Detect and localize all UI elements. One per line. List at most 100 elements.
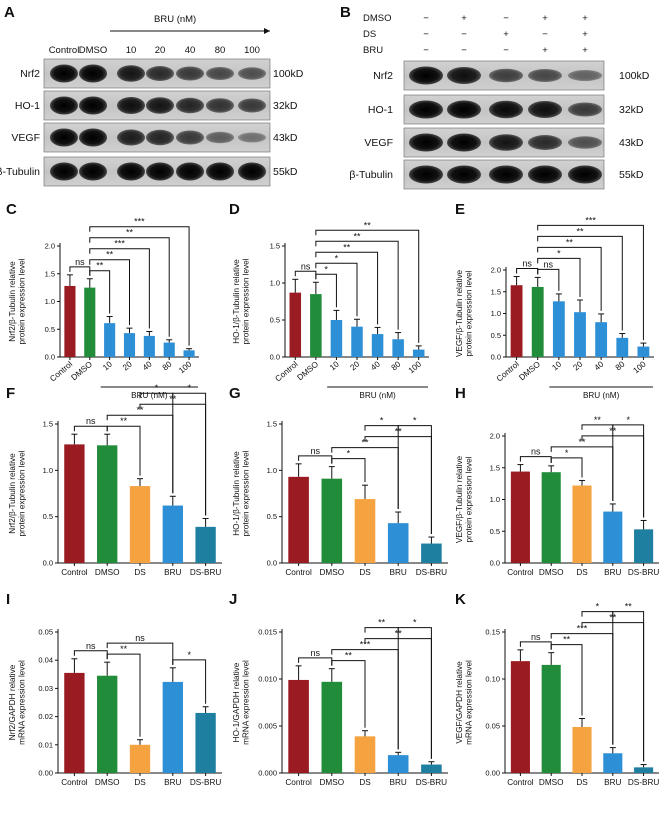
y-axis-label: HO-1/β-Tubulin relativeprotein expressio…: [232, 450, 251, 536]
bar: [195, 712, 216, 773]
significance-bracket: [315, 273, 337, 308]
bar: [371, 334, 384, 357]
category-label: BRU: [164, 568, 181, 577]
significance-label: **: [136, 405, 144, 415]
significance-label: **: [361, 438, 369, 448]
y-tick-label: 1.5: [267, 420, 277, 429]
bar: [510, 661, 530, 773]
significance-label: *: [187, 650, 191, 660]
y-tick-label: 1.0: [43, 466, 53, 475]
significance-bracket: [315, 262, 358, 317]
significance-bracket: [537, 224, 644, 341]
y-tick-label: 1.5: [43, 420, 53, 429]
protein-label: HO-1: [15, 100, 40, 112]
significance-label: ns: [86, 641, 96, 651]
significance-label: ***: [577, 624, 588, 634]
y-axis-label-line: mRNA expression level: [465, 660, 474, 745]
y-axis-label: Nrf2/β-Tubulin relativeprotein expressio…: [8, 450, 27, 536]
category-label: BRU: [164, 778, 181, 787]
bar: [183, 350, 195, 357]
bar: [64, 672, 85, 773]
significance-bracket: [516, 268, 539, 275]
y-axis-label: VEGF/GAPDH relativemRNA expression level: [455, 660, 474, 745]
size-label: 55kD: [619, 169, 644, 181]
significance-label: *: [413, 416, 417, 426]
category-label: Control: [48, 360, 74, 384]
category-label: DS-BRU: [190, 778, 221, 787]
category-label: BRU: [604, 778, 621, 787]
bar: [123, 333, 136, 357]
group-label: BRU (nM): [131, 391, 168, 400]
significance-bracket: [298, 455, 333, 464]
blot-band: [238, 132, 266, 143]
y-tick-label: 1.0: [45, 297, 55, 306]
condition-sign: −: [423, 29, 429, 40]
category-label: DMSO: [69, 360, 94, 383]
bar: [616, 337, 629, 357]
blot-band: [568, 136, 602, 149]
y-tick-label: 0.015: [258, 628, 277, 637]
significance-label: *: [380, 416, 384, 426]
bar: [541, 664, 561, 773]
category-label: DS-BRU: [416, 568, 447, 577]
significance-label: ns: [310, 446, 320, 456]
category-label: DMSO: [95, 568, 120, 577]
y-tick-label: 0.5: [43, 512, 53, 521]
category-label: Control: [495, 360, 521, 384]
bar: [321, 478, 343, 563]
panel-label: H: [455, 385, 466, 402]
significance-label: **: [126, 228, 134, 238]
condition-sign: −: [461, 29, 467, 40]
category-label: 20: [349, 359, 362, 372]
significance-label: *: [187, 383, 191, 393]
chart-j: J HO-1/GAPDH relativemRNA expression leve…: [229, 591, 448, 787]
y-tick-label: 0.04: [38, 656, 53, 665]
significance-bracket: [315, 229, 420, 343]
y-tick-label: 0.5: [267, 512, 277, 521]
bar: [354, 499, 376, 563]
blot-band: [79, 162, 107, 181]
y-axis-label-line: HO-1/β-Tubulin relative: [232, 259, 241, 344]
lane-label: 40: [185, 45, 196, 56]
blot-band: [117, 97, 145, 114]
category-label: Control: [61, 568, 88, 577]
category-label: 80: [614, 359, 627, 372]
blot-band: [528, 101, 562, 118]
y-tick-label: 0.10: [485, 675, 500, 684]
y-tick-label: 1.0: [491, 309, 501, 318]
condition-sign: +: [582, 45, 588, 56]
category-label: DMSO: [95, 778, 120, 787]
group-label: BRU (nM): [583, 391, 620, 400]
significance-label: ns: [310, 648, 320, 658]
chart-i: I Nrf2/GAPDH relativemRNA expression leve…: [6, 591, 222, 787]
significance-label: *: [347, 449, 351, 459]
y-axis-label-line: Nrf2/β-Tubulin relative: [8, 453, 17, 534]
condition-label: DS: [363, 29, 376, 40]
significance-label: **: [625, 602, 633, 612]
significance-bracket: [397, 425, 432, 535]
bar: [310, 294, 322, 357]
bar: [541, 472, 561, 563]
y-tick-label: 0.5: [45, 325, 55, 334]
y-tick-label: 0.000: [258, 769, 277, 778]
y-tick-label: 1.5: [490, 463, 500, 472]
significance-label: **: [378, 618, 386, 628]
condition-sign: +: [503, 29, 509, 40]
significance-bracket: [550, 644, 583, 716]
panel-label: E: [455, 201, 465, 218]
significance-bracket: [612, 611, 645, 762]
blot-band: [206, 131, 234, 144]
blot-band: [50, 128, 78, 147]
category-label: Control: [285, 778, 312, 787]
significance-label: **: [353, 231, 361, 241]
significance-label: **: [566, 237, 574, 247]
condition-sign: +: [582, 29, 588, 40]
y-axis-label-line: protein expression level: [242, 450, 251, 536]
category-label: DS: [576, 778, 588, 787]
significance-label: **: [96, 261, 104, 271]
significance-label: *: [335, 253, 339, 263]
size-label: 100kD: [273, 68, 304, 80]
category-label: 40: [593, 359, 606, 372]
category-label: BRU: [390, 778, 407, 787]
blot-band: [117, 162, 145, 181]
